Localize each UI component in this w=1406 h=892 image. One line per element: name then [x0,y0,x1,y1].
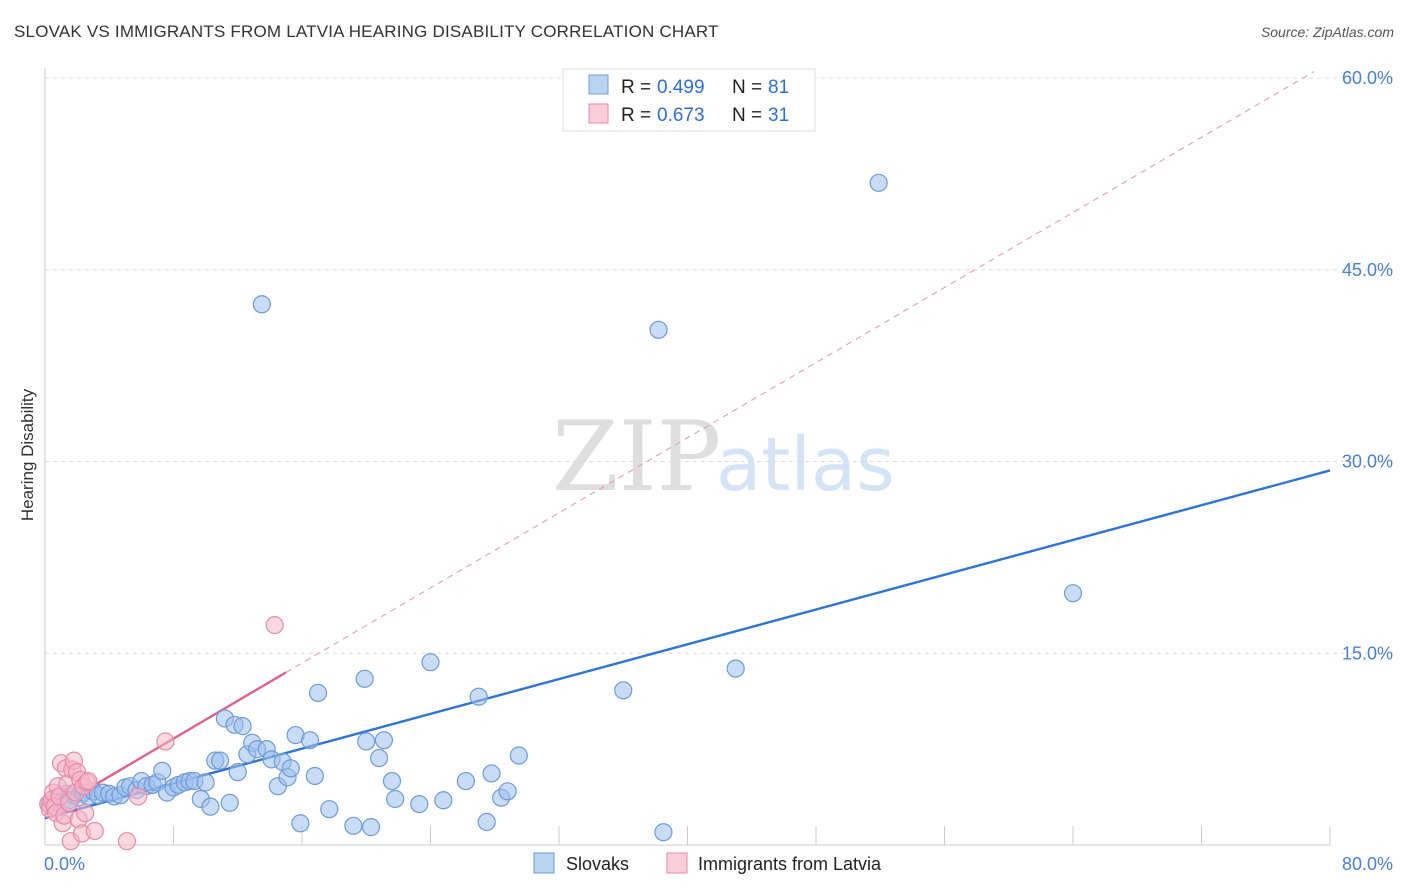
point-slovaks-80 [1063,584,1083,603]
y-tick-label-0: 15.0% [1342,643,1393,663]
point-slovaks-54 [305,766,324,786]
y-tick-label-2: 45.0% [1342,260,1393,280]
legend-r-label-latvia: R = [621,105,651,126]
point-slovaks-58 [355,669,374,688]
bottom-legend: Slovaks Immigrants from Latvia [533,852,882,874]
point-latvia-28 [129,787,148,806]
legend-r-value-slovaks: 0.499 [657,77,705,98]
point-slovaks-52 [291,814,310,833]
point-slovaks-60 [361,818,381,837]
point-slovaks-24 [153,761,172,780]
point-latvia-23 [76,803,95,823]
x-tick-labels: 0.0% 80.0% [44,854,1393,874]
point-slovaks-69 [469,687,488,706]
point-slovaks-59 [357,732,376,751]
bottom-legend-swatch-latvia [666,852,688,874]
chart-title: SLOVAK VS IMMIGRANTS FROM LATVIA HEARING… [14,22,719,41]
point-slovaks-56 [320,800,339,819]
point-latvia-30 [265,616,284,635]
y-tick-labels: 15.0% 30.0% 45.0% 60.0% [1342,68,1393,663]
point-latvia-29 [156,732,175,751]
point-slovaks-71 [482,764,501,783]
point-slovaks-57 [344,816,363,835]
point-slovaks-39 [228,763,247,782]
legend-n-value-slovaks: 81 [768,77,789,98]
point-slovaks-50 [281,759,300,778]
point-slovaks-75 [614,681,633,700]
point-slovaks-40 [233,717,252,736]
point-slovaks-78 [726,659,745,678]
axes [44,68,1331,846]
point-slovaks-32 [196,773,215,792]
point-slovaks-67 [434,791,453,810]
legend-n-value-latvia: 31 [768,105,789,126]
watermark-zip: ZIP [552,401,721,513]
legend-swatch-slovaks [588,74,609,95]
data-points [39,173,1083,851]
point-slovaks-64 [386,789,405,809]
y-tick-label-3: 60.0% [1342,68,1393,88]
point-slovaks-44 [252,295,271,314]
watermark: ZIP atlas [552,401,895,513]
point-latvia-25 [79,771,98,791]
point-slovaks-70 [477,812,496,832]
point-latvia-26 [85,821,104,841]
point-slovaks-77 [654,823,673,842]
bottom-legend-swatch-slovaks [533,852,555,874]
point-slovaks-76 [649,320,668,339]
point-slovaks-53 [300,731,320,750]
x-tick-label-1: 80.0% [1342,854,1393,874]
point-slovaks-79 [869,173,888,192]
point-slovaks-68 [456,771,475,791]
bottom-legend-label-latvia: Immigrants from Latvia [698,854,882,874]
point-slovaks-61 [370,748,389,768]
legend-swatch-latvia [588,103,609,124]
legend-n-label-latvia: N = [732,105,762,126]
y-tick-label-1: 30.0% [1342,452,1393,472]
point-slovaks-55 [308,683,328,702]
watermark-atlas: atlas [716,422,895,508]
legend-r-value-latvia: 0.673 [657,105,705,126]
legend-r-label-slovaks: R = [621,77,651,98]
y-axis-label: Hearing Disability [18,388,37,521]
point-slovaks-33 [201,797,220,816]
point-slovaks-74 [509,746,528,765]
point-latvia-27 [117,832,137,851]
source-credit: Source: ZipAtlas.com [1260,24,1394,40]
point-slovaks-35 [210,751,230,770]
point-slovaks-66 [421,653,440,672]
bottom-legend-label-slovaks: Slovaks [566,854,629,874]
point-slovaks-63 [382,771,402,791]
point-slovaks-73 [498,782,517,801]
point-slovaks-65 [410,794,429,814]
x-tick-label-0: 0.0% [44,854,85,874]
point-slovaks-37 [220,793,239,812]
legend: R = 0.499 N = 81 R = 0.673 N = 31 [562,68,816,132]
trend-extension-latvia [285,71,1315,673]
trend-line-slovaks [44,469,1331,820]
gridlines [45,77,1395,654]
point-slovaks-62 [374,731,394,750]
legend-n-label-slovaks: N = [732,77,762,98]
